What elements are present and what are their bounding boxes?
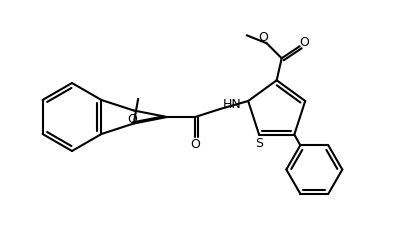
Text: O: O — [127, 112, 136, 125]
Text: O: O — [299, 36, 309, 49]
Text: O: O — [258, 31, 268, 44]
Text: HN: HN — [223, 97, 241, 110]
Text: S: S — [254, 137, 262, 149]
Text: O: O — [190, 138, 200, 151]
